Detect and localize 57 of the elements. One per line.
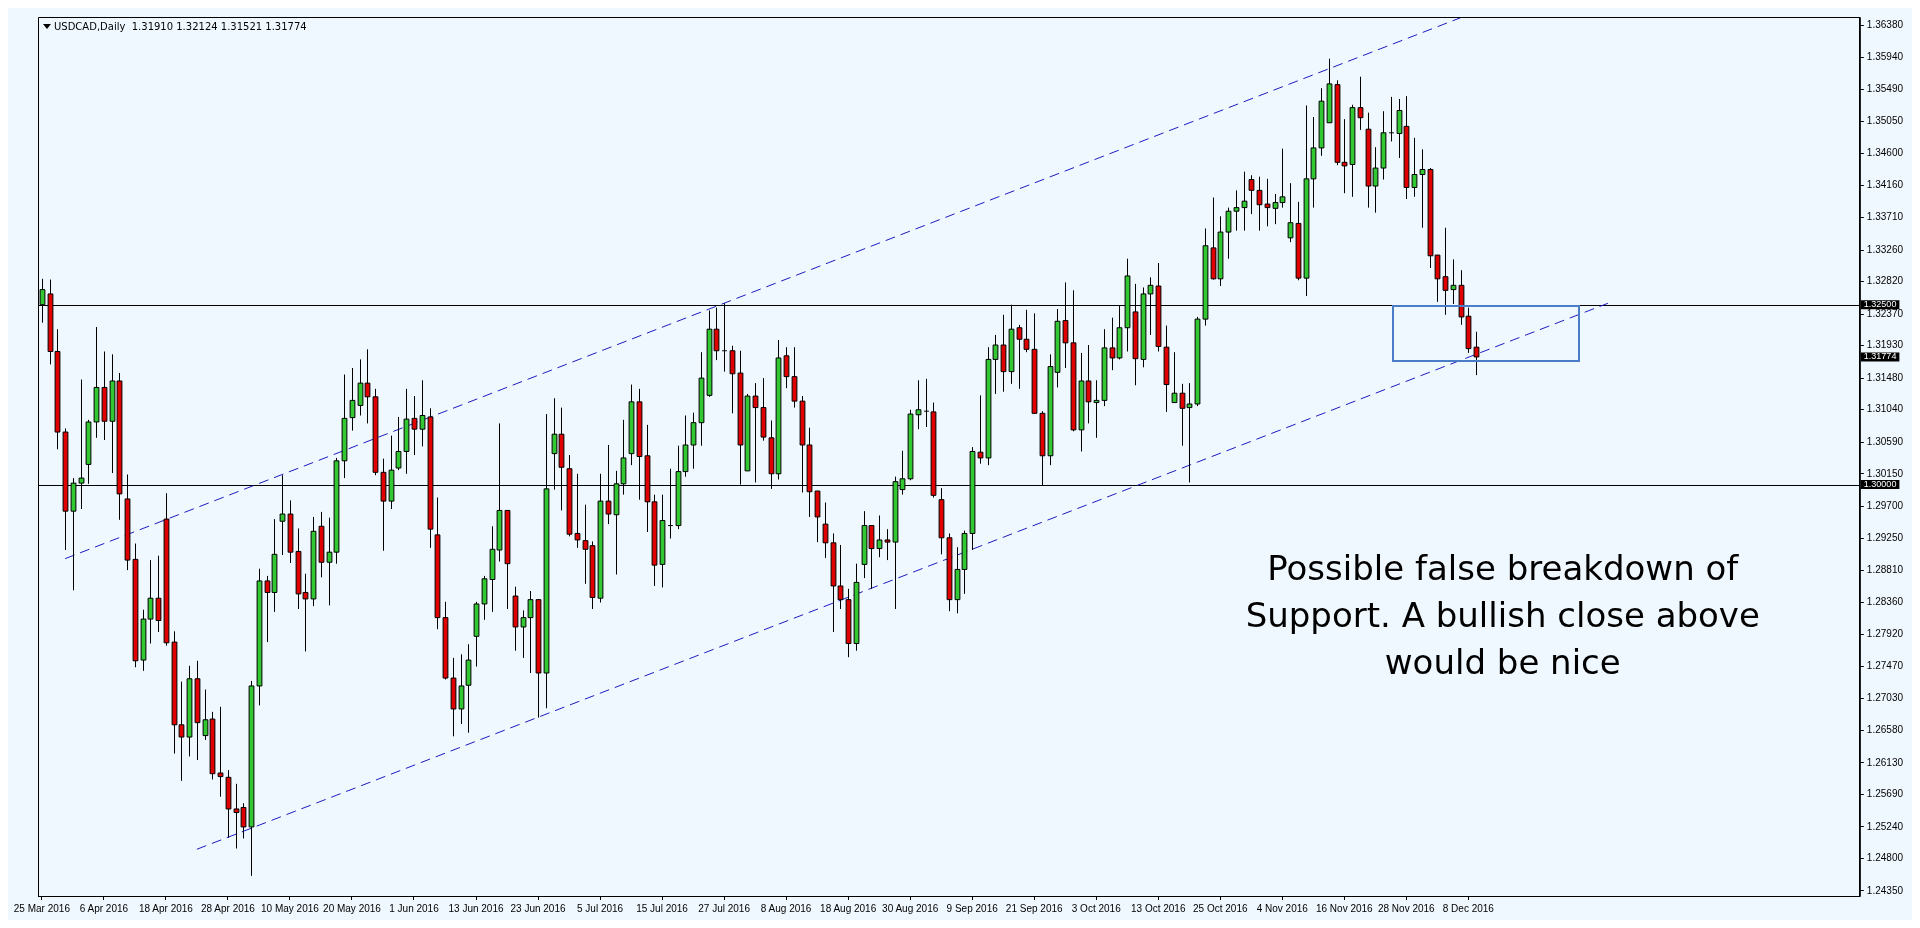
x-tick-label: 1 Jun 2016 (389, 902, 440, 914)
y-tick-label: 1.29250 (1866, 532, 1904, 544)
x-tick-label: 5 Jul 2016 (576, 902, 624, 914)
x-tick-label: 6 Apr 2016 (79, 902, 129, 914)
y-tick-label: 1.33710 (1866, 211, 1904, 223)
y-tick-label: 1.33260 (1866, 243, 1904, 255)
x-tick-label: 27 Jul 2016 (698, 902, 751, 914)
x-tick-label: 30 Aug 2016 (882, 902, 939, 914)
x-tick-label: 8 Aug 2016 (760, 902, 812, 914)
y-tick-label: 1.25690 (1866, 788, 1904, 800)
x-tick-label: 25 Oct 2016 (1193, 902, 1248, 914)
y-tick-label: 1.24350 (1866, 884, 1904, 896)
x-tick-label: 16 Nov 2016 (1315, 902, 1374, 914)
ref-line-label: 1.32500 (1863, 299, 1897, 310)
y-tick-label: 1.30590 (1866, 435, 1904, 447)
y-tick-label: 1.35490 (1866, 83, 1904, 95)
y-tick-label: 1.30150 (1866, 467, 1904, 479)
x-tick-label: 13 Jun 2016 (448, 902, 504, 914)
y-tick-label: 1.31930 (1866, 339, 1904, 351)
y-tick-label: 1.32820 (1866, 275, 1904, 287)
y-tick-label: 1.32370 (1866, 307, 1904, 319)
y-tick-label: 1.27920 (1866, 627, 1904, 639)
x-tick-label: 9 Sep 2016 (946, 902, 999, 914)
y-tick-label: 1.28360 (1866, 596, 1904, 608)
annotation: Possible false breakdown of Support. A bullish close above would be nice (1245, 547, 1760, 682)
x-tick-label: 15 Jul 2016 (636, 902, 689, 914)
y-tick-label: 1.34600 (1866, 147, 1904, 159)
y-tick-label: 1.24800 (1866, 852, 1904, 864)
text: 1.31774 (1863, 351, 1897, 362)
y-tick-label: 1.36380 (1866, 19, 1904, 31)
x-tick-label: 8 Dec 2016 (1442, 902, 1495, 914)
x-tick-label: 21 Sep 2016 (1005, 902, 1063, 914)
x-tick-label: 25 Mar 2016 (13, 902, 71, 914)
y-tick-label: 1.27030 (1866, 691, 1904, 703)
x-tick-label: 18 Apr 2016 (138, 902, 194, 914)
x-tick-label: 20 May 2016 (323, 902, 382, 914)
y-tick-label: 1.31040 (1866, 403, 1904, 415)
x-tick-label: 23 Jun 2016 (510, 902, 566, 914)
y-tick-label: 1.31480 (1866, 371, 1904, 383)
y-tick-label: 1.35940 (1866, 51, 1904, 63)
y-tick-label: 1.34160 (1866, 179, 1904, 191)
x-tick-label: 18 Aug 2016 (820, 902, 877, 914)
x-tick-label: 13 Oct 2016 (1131, 902, 1186, 914)
y-tick-label: 1.25240 (1866, 820, 1904, 832)
y-tick-label: 1.28810 (1866, 563, 1904, 575)
x-tick-label: 3 Oct 2016 (1071, 902, 1122, 914)
y-tick-label: 1.35050 (1866, 115, 1904, 127)
y-tick-label: 1.29700 (1866, 499, 1904, 511)
x-tick-label: 28 Apr 2016 (200, 902, 256, 914)
y-tick-label: 1.27470 (1866, 660, 1904, 672)
x-tick-label: 28 Nov 2016 (1377, 902, 1436, 914)
x-tick-label: 4 Nov 2016 (1256, 902, 1309, 914)
x-tick-label: 10 May 2016 (261, 902, 320, 914)
y-tick-label: 1.26580 (1866, 724, 1904, 736)
y-tick-label: 1.26130 (1866, 756, 1904, 768)
chart-title: USDCAD,Daily 1.31910 1.32124 1.31521 1.31774 (54, 20, 307, 32)
ref-line-label: 1.30000 (1863, 479, 1897, 490)
